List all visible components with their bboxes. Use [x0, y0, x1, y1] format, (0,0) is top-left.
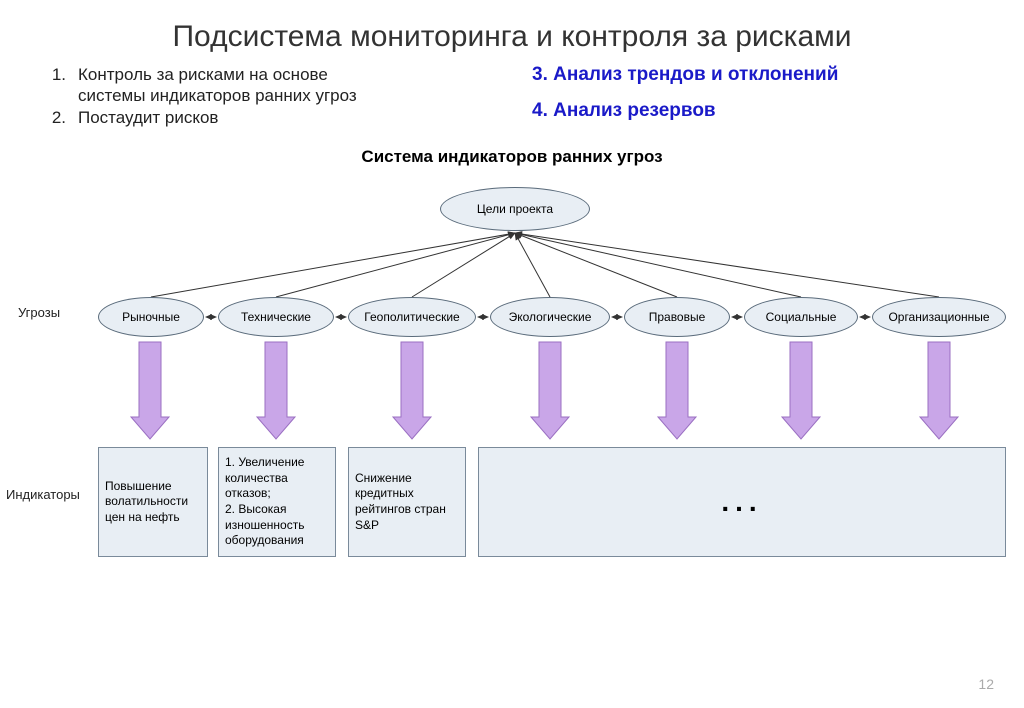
list-num: 1.	[50, 64, 78, 85]
list-text: Контроль за рисками на основе системы ин…	[78, 64, 398, 107]
threat-node: Социальные	[744, 297, 858, 337]
list-item: 1.Контроль за рисками на основе системы …	[50, 64, 492, 107]
left-list: 1.Контроль за рисками на основе системы …	[50, 64, 492, 136]
side-label-threats: Угрозы	[18, 305, 60, 320]
page-title: Подсистема мониторинга и контроля за рис…	[0, 0, 1024, 54]
right-list: 3. Анализ трендов и отклонений 4. Анализ…	[492, 64, 974, 136]
list-item-highlight: 3. Анализ трендов и отклонений	[532, 64, 974, 86]
side-label-indicators: Индикаторы	[6, 487, 80, 502]
list-item: 2.Постаудит рисков	[50, 107, 492, 128]
threat-node: Правовые	[624, 297, 730, 337]
list-num: 2.	[50, 107, 78, 128]
threat-node: Геополитические	[348, 297, 476, 337]
lists-row: 1.Контроль за рисками на основе системы …	[0, 54, 1024, 141]
page-number: 12	[978, 676, 994, 692]
list-text: Постаудит рисков	[78, 107, 398, 128]
indicator-box: Повышение волатильности цен на нефть	[98, 447, 208, 557]
diagram-subtitle: Система индикаторов ранних угроз	[0, 147, 1024, 167]
threat-node: Технические	[218, 297, 334, 337]
indicator-box: 1. Увеличение количества отказов; 2. Выс…	[218, 447, 336, 557]
list-item-highlight: 4. Анализ резервов	[532, 100, 974, 122]
root-node: Цели проекта	[440, 187, 590, 231]
diagram-area: Угрозы Индикаторы Цели проекта Рыночные Те…	[0, 167, 1024, 637]
indicator-box: Снижение кредитных рейтингов стран S&P	[348, 447, 466, 557]
threat-node: Рыночные	[98, 297, 204, 337]
indicator-box: ...	[478, 447, 1006, 557]
threat-node: Экологические	[490, 297, 610, 337]
threat-node: Организационные	[872, 297, 1006, 337]
